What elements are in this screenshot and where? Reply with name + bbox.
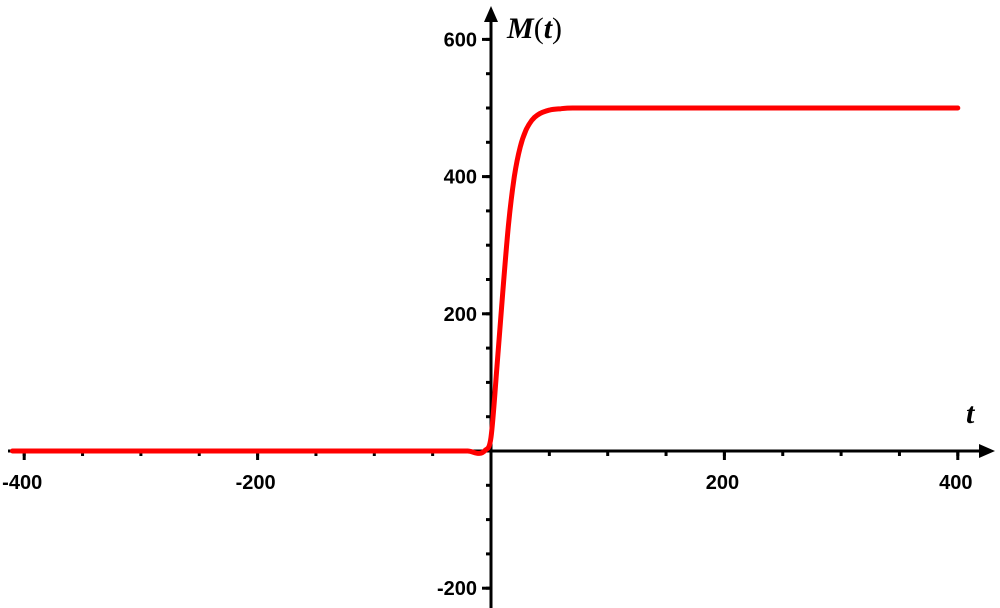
y-axis-title: M(t) (506, 12, 562, 45)
x-tick-label: -400 (2, 472, 42, 494)
series-group (10, 105, 961, 456)
x-axis-arrow (979, 444, 995, 458)
y-axis-arrow (484, 6, 498, 22)
y-tick-label: 600 (444, 29, 477, 51)
y-tick-label: -200 (437, 578, 477, 600)
x-tick-labels: -400 -200 200 400 (2, 472, 972, 494)
x-tick-label: 200 (706, 472, 739, 494)
y-tick-label: 200 (444, 304, 477, 326)
y-axis-title-name: M (506, 12, 535, 45)
series-line (10, 105, 961, 456)
y-tick-label: 400 (444, 167, 477, 189)
y-tick-labels: -200 200 400 600 (437, 29, 477, 600)
y-axis-title-var: t (544, 12, 554, 45)
x-tick-label: -200 (236, 472, 276, 494)
y-axis-title-open: ( (534, 12, 544, 45)
x-tick-label: 400 (939, 472, 972, 494)
x-axis-title: t (966, 397, 976, 430)
y-axis-title-close: ) (552, 12, 562, 45)
